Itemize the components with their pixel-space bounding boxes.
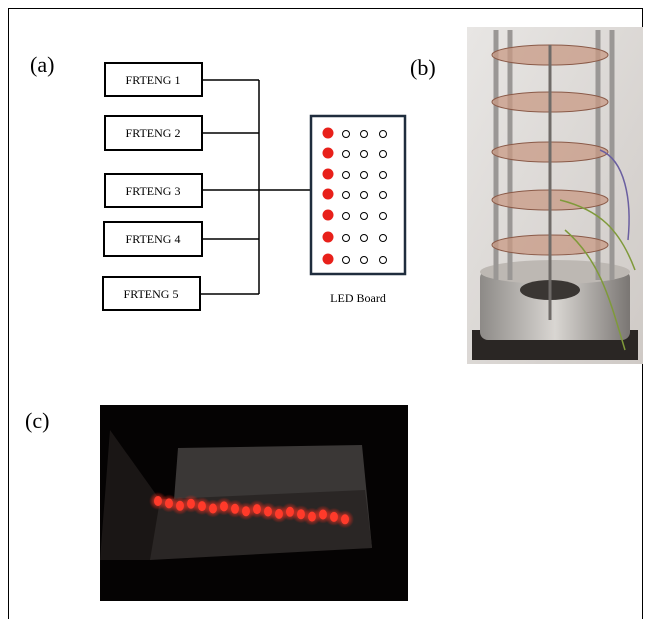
led-on — [323, 232, 334, 243]
panel-label: (b) — [410, 55, 436, 80]
led-off — [361, 192, 368, 199]
led-off — [343, 131, 350, 138]
node-label: FRTENG 3 — [126, 184, 181, 198]
photo-leds — [100, 405, 408, 601]
red-led — [341, 514, 349, 524]
led-on — [323, 148, 334, 159]
led-off — [343, 257, 350, 264]
led-off — [343, 172, 350, 179]
node-label: FRTENG 1 — [126, 73, 181, 87]
figure: (a) FRTENG 1 FRTENG 2 FRTENG 3 FRTENG 4 … — [0, 0, 650, 619]
led-off — [343, 192, 350, 199]
led-off — [380, 257, 387, 264]
panel-label: (c) — [25, 408, 49, 433]
led-off — [380, 213, 387, 220]
led-off — [343, 213, 350, 220]
node-labels: FRTENG 1 FRTENG 2 FRTENG 3 FRTENG 4 FRTE… — [124, 73, 181, 301]
node-label: FRTENG 2 — [126, 126, 181, 140]
led-off — [361, 257, 368, 264]
led-off — [343, 151, 350, 158]
panel-label: (a) — [30, 52, 54, 77]
led-on — [323, 169, 334, 180]
led-off — [380, 131, 387, 138]
photo-tower — [467, 27, 643, 364]
led-off — [361, 151, 368, 158]
led-off — [361, 131, 368, 138]
led-off — [361, 172, 368, 179]
led-off — [380, 235, 387, 242]
led-on — [323, 254, 334, 265]
led-off — [380, 151, 387, 158]
led-board-label: LED Board — [330, 291, 386, 305]
led-off — [361, 213, 368, 220]
led-off — [343, 235, 350, 242]
connectors — [200, 80, 311, 294]
led-on — [323, 210, 334, 221]
node-label: FRTENG 5 — [124, 287, 179, 301]
led-off — [380, 172, 387, 179]
node-label: FRTENG 4 — [126, 232, 181, 246]
led-off — [380, 192, 387, 199]
led-on — [323, 128, 334, 139]
led-on — [323, 189, 334, 200]
led-off — [361, 235, 368, 242]
